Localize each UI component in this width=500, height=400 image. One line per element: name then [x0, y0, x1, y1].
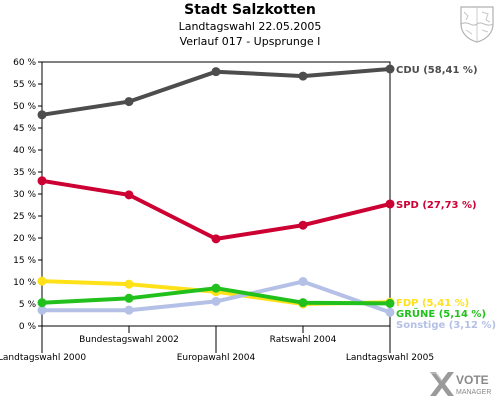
x-tick-label: Bundestagswahl 2002 — [79, 335, 179, 345]
data-point — [298, 71, 308, 81]
y-tick-label: 40 % — [13, 146, 36, 156]
y-tick-label: 10 % — [13, 278, 36, 288]
chart-subtitle-election: Landtagswahl 22.05.2005 — [178, 20, 322, 33]
data-point — [37, 176, 47, 186]
chart-header: Stadt Salzkotten Landtagswahl 22.05.2005… — [0, 2, 500, 49]
series-end-label: GRÜNE (5,14 %) — [396, 306, 486, 320]
y-tick-label: 35 % — [13, 168, 36, 178]
x-tick-label: Europawahl 2004 — [177, 353, 256, 363]
series-grüne — [37, 283, 395, 308]
data-point — [124, 279, 134, 289]
coat-of-arms-icon — [460, 6, 494, 43]
y-tick-label: 15 % — [13, 256, 36, 266]
data-point — [211, 234, 221, 244]
y-tick-label: 45 % — [13, 124, 36, 134]
chart-subtitle-district: Verlauf 017 - Upsprunge I — [179, 35, 321, 48]
data-point — [37, 110, 47, 120]
y-tick-label: 60 % — [13, 58, 36, 68]
y-tick-label: 5 % — [19, 300, 37, 310]
data-point — [385, 307, 395, 317]
chart-title: Stadt Salzkotten — [184, 2, 316, 18]
data-point — [124, 190, 134, 200]
series-spd — [37, 176, 395, 244]
y-tick-label: 55 % — [13, 80, 36, 90]
x-tick-label: Landtagswahl 2000 — [0, 353, 86, 363]
series-end-label: FDP (5,41 %) — [396, 298, 469, 309]
data-point — [298, 298, 308, 308]
x-mark-icon — [430, 372, 454, 396]
data-point — [124, 97, 134, 107]
data-point — [211, 67, 221, 77]
data-point — [385, 64, 395, 74]
series-end-label: Sonstige (3,12 %) — [396, 320, 496, 331]
series-end-label: SPD (27,73 %) — [396, 200, 477, 211]
data-point — [37, 305, 47, 315]
y-tick-label: 25 % — [13, 212, 36, 222]
data-point — [211, 283, 221, 293]
y-tick-label: 0 % — [19, 322, 37, 332]
data-point — [124, 293, 134, 303]
y-tick-label: 30 % — [13, 190, 36, 200]
data-point — [37, 298, 47, 308]
data-point — [298, 220, 308, 230]
vote-manager-logo: VOTE MANAGER — [430, 372, 491, 396]
y-tick-label: 50 % — [13, 102, 36, 112]
logo-text-top: VOTE — [456, 373, 489, 387]
x-tick-label: Ratswahl 2004 — [270, 335, 337, 345]
data-point — [385, 298, 395, 308]
data-point — [37, 276, 47, 286]
data-point — [124, 305, 134, 315]
data-point — [385, 199, 395, 209]
x-tick-label: Landtagswahl 2005 — [346, 353, 434, 363]
series-sonstige — [37, 277, 395, 317]
series-end-label: CDU (58,41 %) — [396, 65, 478, 76]
series-cdu — [37, 64, 395, 120]
y-tick-label: 20 % — [13, 234, 36, 244]
data-point — [298, 277, 308, 287]
data-point — [211, 296, 221, 306]
logo-text-bottom: MANAGER — [456, 389, 491, 396]
